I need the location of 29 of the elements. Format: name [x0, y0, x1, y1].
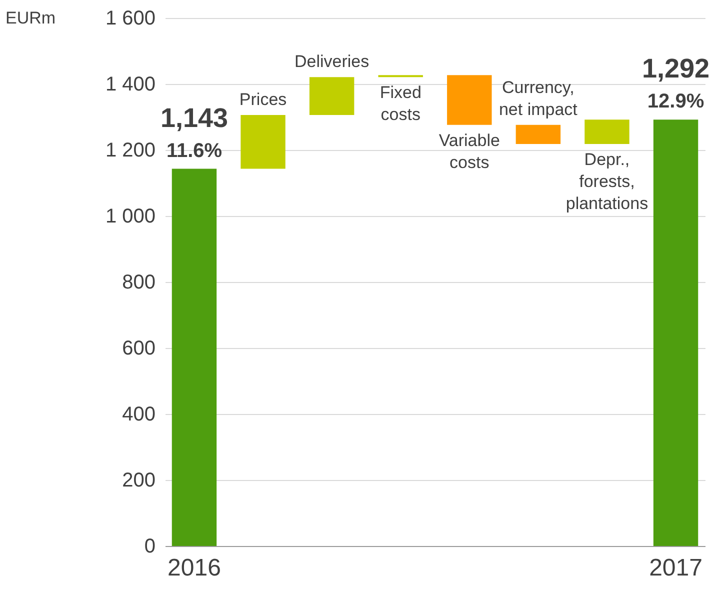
- bar: [447, 75, 492, 125]
- y-axis-title: EURm: [6, 8, 56, 28]
- bar: [516, 124, 561, 144]
- annotation: 12.9%: [647, 90, 704, 113]
- bar: [309, 77, 354, 116]
- category-label: Currency, net impact: [498, 78, 578, 119]
- bar: [240, 115, 286, 169]
- annotation: 11.6%: [166, 140, 222, 162]
- y-tick-label: 0: [144, 536, 156, 558]
- y-tick-label: 200: [122, 470, 156, 492]
- y-tick-label: 400: [122, 404, 156, 426]
- y-tick-label: 1 000: [105, 206, 156, 228]
- y-tick-label: 1 400: [105, 74, 156, 96]
- y-tick-label: 600: [122, 338, 156, 360]
- bar: [584, 120, 630, 144]
- data-label: 1,143: [160, 102, 228, 133]
- y-tick-label: 1 200: [105, 140, 156, 162]
- bar: [653, 120, 698, 546]
- x-tick-label: Deliveries: [294, 52, 370, 72]
- x-tick-label: Variable costs: [438, 130, 500, 172]
- x-tick-label: Prices: [239, 90, 287, 110]
- x-tick-label: Depr., forests, plantations: [566, 150, 648, 214]
- y-tick-label: 1 600: [105, 8, 156, 30]
- data-label: 1,292: [642, 54, 710, 84]
- bar: [172, 168, 217, 546]
- x-tick-label: Fixed costs: [380, 83, 422, 124]
- x-tick-label: 2017: [649, 554, 702, 582]
- x-tick-label: 2016: [168, 554, 221, 582]
- y-tick-label: 800: [122, 272, 156, 294]
